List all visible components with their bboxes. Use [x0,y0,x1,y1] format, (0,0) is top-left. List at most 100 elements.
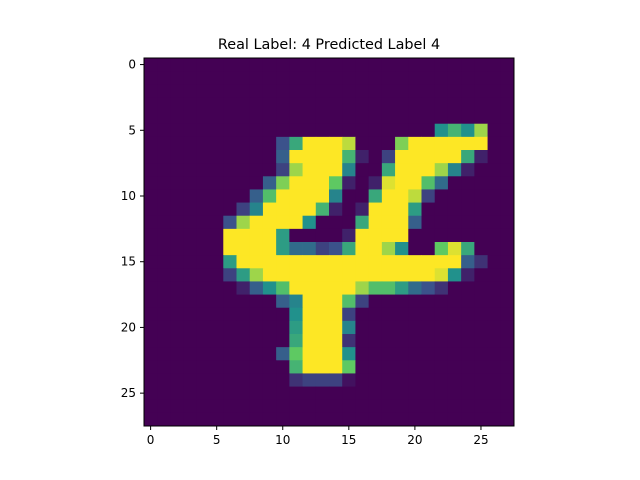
heatmap-cell [474,58,488,72]
heatmap-cell [157,373,171,387]
heatmap-cell [223,189,237,203]
heatmap-cell [329,268,343,282]
heatmap-cell [434,202,449,217]
heatmap-cell [170,202,185,217]
heatmap-cell [461,386,475,401]
heatmap-cell [355,202,370,217]
heatmap-cell [276,320,290,335]
heatmap-cell [342,307,356,322]
heatmap-cell [223,255,237,269]
heatmap-cell [500,399,515,414]
heatmap-cell [262,242,277,256]
heatmap-cell [329,136,343,151]
y-tick-label: 5 [128,123,136,137]
heatmap-cell [236,399,251,414]
heatmap-cell [276,242,290,256]
heatmap-cell [144,228,158,243]
heatmap-cell [315,412,330,427]
x-tick-label: 25 [473,433,488,447]
heatmap-cell [329,163,343,177]
heatmap-cell [249,189,264,203]
heatmap-cell [144,242,158,256]
heatmap-cell [487,58,502,72]
heatmap-cell [447,176,462,190]
heatmap-cell [461,320,475,335]
heatmap-cell [262,412,277,427]
heatmap-cell [408,347,422,361]
y-tick-label: 10 [121,189,136,203]
heatmap-cell [408,150,422,164]
heatmap-cell [461,202,475,217]
heatmap-cell [368,242,383,256]
heatmap-cell [236,360,251,374]
heatmap-cell [223,386,237,401]
heatmap-cell [144,255,158,269]
heatmap-cell [196,386,211,401]
heatmap-cell [157,71,171,85]
heatmap-cell [329,386,343,401]
heatmap-cell [302,386,317,401]
heatmap-cell [157,399,171,414]
heatmap-cell [421,320,436,335]
heatmap-cell [170,320,185,335]
heatmap-cell [421,215,436,230]
heatmap-cell [315,294,330,309]
heatmap-cell [144,334,158,348]
heatmap-cell [262,399,277,414]
heatmap-cell [342,386,356,401]
heatmap-cell [434,373,449,387]
heatmap-cell [447,202,462,217]
heatmap-cell [500,373,515,387]
heatmap-cell [461,294,475,309]
heatmap-cell [223,281,237,295]
heatmap-cell [289,268,303,282]
heatmap-cell [302,334,317,348]
heatmap-cell [170,412,185,427]
heatmap-cell [183,84,198,98]
heatmap-cell [368,255,383,269]
heatmap-cell [487,123,502,138]
heatmap-cell [474,307,488,322]
heatmap-cell [144,176,158,190]
heatmap-cell [421,373,436,387]
heatmap-cell [170,399,185,414]
heatmap-cell [474,334,488,348]
heatmap-cell [474,294,488,309]
heatmap-cell [434,307,449,322]
heatmap-cell [381,386,396,401]
heatmap-cell [289,347,303,361]
heatmap-cell [474,386,488,401]
heatmap-cell [183,242,198,256]
heatmap-cell [368,268,383,282]
heatmap-cell [434,294,449,309]
heatmap-cell [315,281,330,295]
heatmap-cell [183,360,198,374]
heatmap-cell [157,110,171,125]
heatmap-cell [447,255,462,269]
heatmap-cell [487,412,502,427]
heatmap-cell [262,373,277,387]
heatmap-cell [342,136,356,151]
heatmap-cell [434,412,449,427]
heatmap-cell [276,347,290,361]
heatmap-cell [447,347,462,361]
heatmap-cell [355,136,370,151]
heatmap-cell [329,320,343,335]
heatmap-cell [434,150,449,164]
heatmap-cell [461,242,475,256]
heatmap-cell [368,150,383,164]
heatmap-cell [355,373,370,387]
heatmap-cell [315,71,330,85]
heatmap-cell [461,334,475,348]
heatmap-cell [447,110,462,125]
heatmap-cell [210,71,224,85]
heatmap-cell [170,373,185,387]
heatmap-cell [210,347,224,361]
heatmap-cell [447,320,462,335]
heatmap-cell [342,412,356,427]
heatmap-cell [144,110,158,125]
heatmap-cell [421,386,436,401]
heatmap-cell [249,373,264,387]
heatmap-cell [183,373,198,387]
heatmap-cell [302,347,317,361]
